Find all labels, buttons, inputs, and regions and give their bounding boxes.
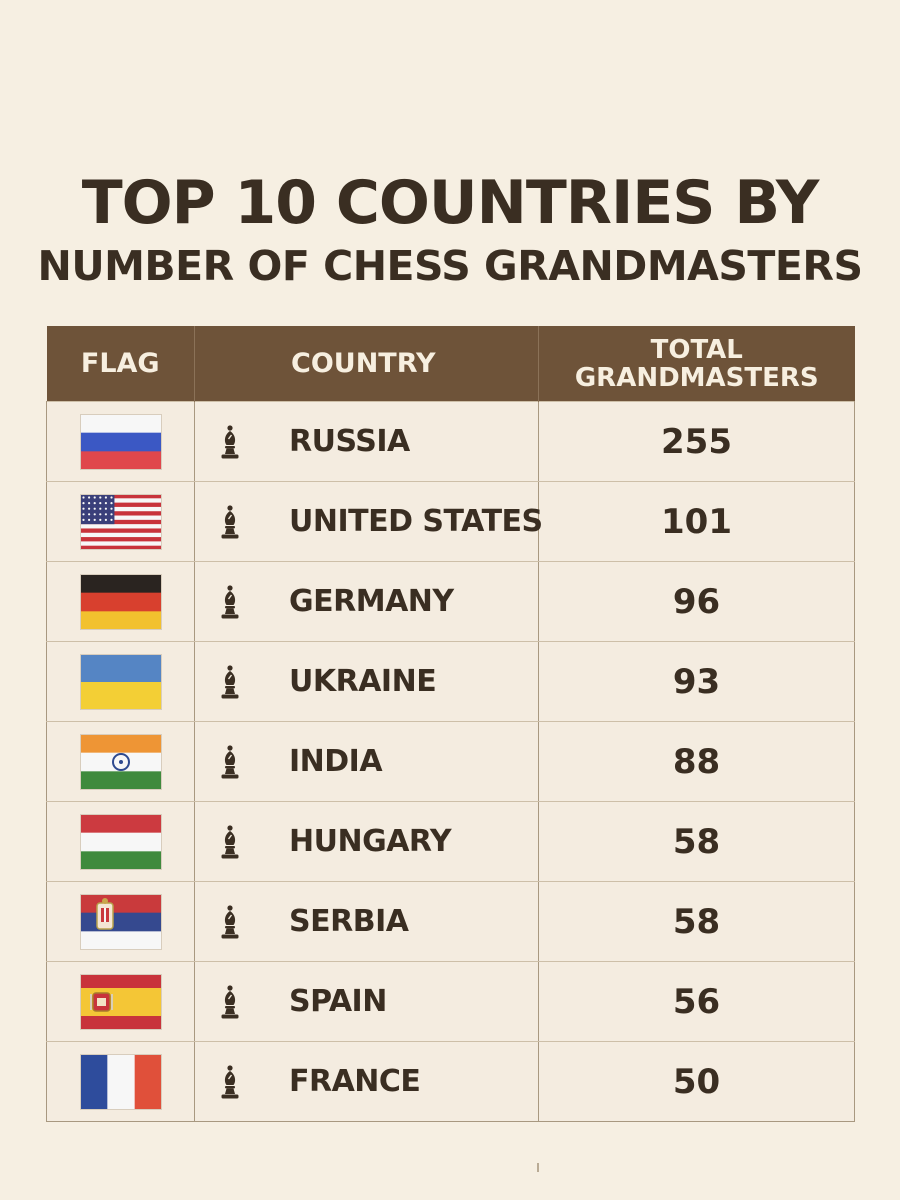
header-country: COUNTRY	[194, 326, 539, 402]
flag-cell	[46, 801, 195, 882]
country-cell: SERBIA	[194, 881, 539, 962]
country-name: UNITED STATES	[289, 504, 543, 540]
france-flag-icon	[79, 1053, 162, 1110]
total-grandmasters-value: 96	[538, 561, 855, 642]
country-cell: SPAIN	[194, 961, 539, 1042]
chess-bishop-icon	[221, 425, 239, 459]
table-header-row: FLAG COUNTRY TOTAL GRANDMASTERS	[46, 326, 855, 402]
india-flag-icon	[79, 733, 162, 790]
table-row: SERBIA 58	[46, 881, 855, 962]
flag-cell	[46, 481, 195, 562]
chess-bishop-icon	[221, 985, 239, 1019]
total-grandmasters-value: 101	[538, 481, 855, 562]
flag-cell	[46, 881, 195, 962]
germany-flag-icon	[79, 573, 162, 630]
page-title: TOP 10 COUNTRIES BY NUMBER OF CHESS GRAN…	[0, 168, 900, 294]
chess-bishop-icon	[221, 745, 239, 779]
usa-flag-icon	[79, 493, 162, 550]
flag-cell	[46, 641, 195, 722]
chess-bishop-icon	[221, 505, 239, 539]
table-body: RUSSIA 255 UNITED STATES 101 GERMANY 96 UKRAIN…	[46, 401, 855, 1122]
country-cell: HUNGARY	[194, 801, 539, 882]
table-row: RUSSIA 255	[46, 401, 855, 482]
country-cell: RUSSIA	[194, 401, 539, 482]
grandmasters-table: FLAG COUNTRY TOTAL GRANDMASTERS RUSSIA 25…	[46, 326, 855, 1122]
decorative-tick	[537, 1163, 539, 1172]
chess-bishop-icon	[221, 905, 239, 939]
chess-bishop-icon	[221, 665, 239, 699]
country-name: GERMANY	[289, 584, 454, 620]
flag-cell	[46, 1041, 195, 1122]
total-grandmasters-value: 50	[538, 1041, 855, 1122]
table-row: INDIA 88	[46, 721, 855, 802]
table-row: GERMANY 96	[46, 561, 855, 642]
header-total-line-2: GRANDMASTERS	[574, 362, 819, 393]
total-grandmasters-value: 255	[538, 401, 855, 482]
chess-bishop-icon	[221, 585, 239, 619]
title-line-2: NUMBER OF CHESS GRANDMASTERS	[37, 242, 863, 290]
country-cell: UNITED STATES	[194, 481, 543, 562]
ukraine-flag-icon	[79, 653, 162, 710]
flag-cell	[46, 961, 195, 1042]
country-cell: FRANCE	[194, 1041, 539, 1122]
country-name: UKRAINE	[289, 664, 437, 700]
russia-flag-icon	[79, 413, 162, 470]
chess-bishop-icon	[221, 1065, 239, 1099]
header-flag: FLAG	[46, 326, 195, 402]
header-total-grandmasters: TOTAL GRANDMASTERS	[538, 326, 855, 402]
total-grandmasters-value: 88	[538, 721, 855, 802]
flag-cell	[46, 561, 195, 642]
title-line-1: TOP 10 COUNTRIES BY	[81, 168, 820, 238]
table-row: UNITED STATES 101	[46, 481, 855, 562]
table-row: SPAIN 56	[46, 961, 855, 1042]
country-name: HUNGARY	[289, 824, 452, 860]
country-cell: UKRAINE	[194, 641, 539, 722]
total-grandmasters-value: 93	[538, 641, 855, 722]
country-name: INDIA	[289, 744, 383, 780]
table-row: FRANCE 50	[46, 1041, 855, 1122]
chess-bishop-icon	[221, 825, 239, 859]
total-grandmasters-value: 56	[538, 961, 855, 1042]
header-total-line-1: TOTAL	[650, 334, 743, 365]
spain-flag-icon	[79, 973, 162, 1030]
flag-cell	[46, 721, 195, 802]
country-name: SPAIN	[289, 984, 387, 1020]
country-cell: INDIA	[194, 721, 539, 802]
flag-cell	[46, 401, 195, 482]
country-name: RUSSIA	[289, 424, 410, 460]
country-name: FRANCE	[289, 1064, 421, 1100]
total-grandmasters-value: 58	[538, 881, 855, 962]
serbia-flag-icon	[79, 893, 162, 950]
table-row: HUNGARY 58	[46, 801, 855, 882]
country-cell: GERMANY	[194, 561, 539, 642]
country-name: SERBIA	[289, 904, 409, 940]
hungary-flag-icon	[79, 813, 162, 870]
total-grandmasters-value: 58	[538, 801, 855, 882]
table-row: UKRAINE 93	[46, 641, 855, 722]
